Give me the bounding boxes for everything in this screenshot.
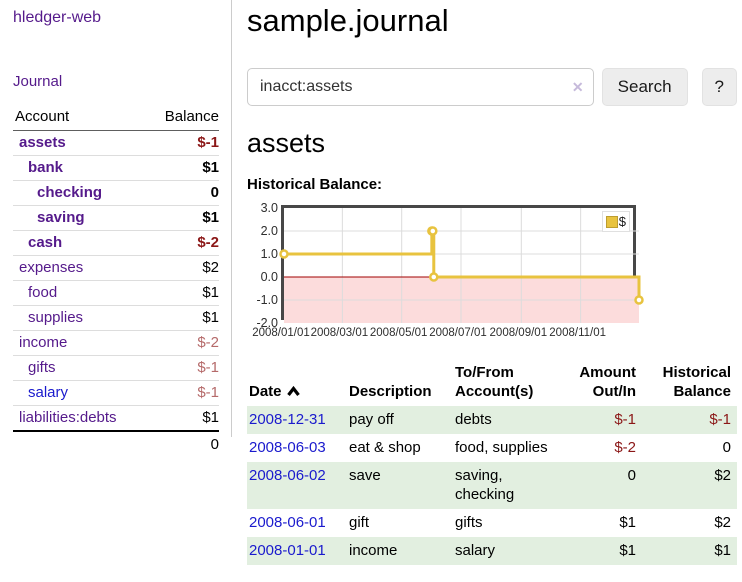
account-link-assets[interactable]: assets: [19, 134, 66, 151]
account-balance: $1: [202, 409, 219, 426]
account-balance: $1: [146, 305, 219, 331]
account-balance: $-1: [146, 380, 219, 406]
transaction-accounts: salary: [455, 542, 496, 559]
transaction-description: eat & shop: [349, 439, 421, 456]
transaction-balance: 0: [722, 439, 731, 456]
transaction-amount: $-1: [614, 411, 636, 428]
chart-y-axis: 3.0 2.0 1.0 0.0 -1.0 -2.0: [256, 201, 278, 330]
transaction-date-link[interactable]: 2008-06-03: [249, 439, 326, 456]
legend-label: $: [618, 214, 626, 229]
transaction-balance: $2: [714, 514, 731, 531]
register-row: 2008-01-01 income salary $1 $1: [247, 537, 737, 565]
account-row: income $-2: [13, 330, 219, 356]
account-link-cash[interactable]: cash: [28, 234, 63, 251]
account-link-checking[interactable]: checking: [37, 184, 103, 201]
register-row: 2008-12-31 pay off debts $-1 $-1: [247, 406, 737, 434]
register-header-balance: Historical Balance: [662, 364, 731, 400]
account-link-food[interactable]: food: [28, 284, 58, 301]
page-title: sample.journal: [247, 3, 449, 38]
register-row: 2008-06-03 eat & shop food, supplies $-2…: [247, 434, 737, 462]
register-table: Date Description To/From Account(s) Amou…: [247, 361, 737, 565]
account-balance: $2: [146, 255, 219, 281]
account-title: assets: [247, 128, 326, 158]
account-row: cash $-2: [13, 230, 219, 256]
account-balance: $-2: [146, 230, 219, 256]
account-row: supplies $1: [13, 305, 219, 331]
search-input[interactable]: [247, 68, 594, 106]
account-row: gifts $-1: [13, 355, 219, 381]
register-row: 2008-06-02 save saving, checking 0 $2: [247, 462, 737, 509]
account-link-supplies[interactable]: supplies: [28, 309, 84, 326]
transaction-balance: $2: [714, 467, 731, 484]
transaction-description: gift: [349, 514, 370, 531]
transaction-accounts: saving, checking: [455, 467, 515, 503]
register-header-amount: Amount Out/In: [579, 364, 636, 400]
transaction-description: income: [349, 542, 398, 559]
account-balance: $1: [146, 155, 219, 181]
help-button[interactable]: ?: [701, 68, 737, 106]
transaction-amount: $1: [619, 514, 636, 531]
transaction-date-link[interactable]: 2008-12-31: [249, 411, 326, 428]
historical-balance-chart: 3.0 2.0 1.0 0.0 -1.0 -2.0 2008/01/01 2008/03/0…: [247, 201, 737, 348]
account-balance: $1: [146, 280, 219, 306]
transaction-accounts: gifts: [455, 514, 483, 531]
transaction-amount: $1: [619, 542, 636, 559]
chart-x-axis: 2008/01/01 2008/03/01 2008/05/01 2008/07/01…: [252, 327, 606, 339]
search-button[interactable]: Search: [601, 68, 688, 106]
transaction-balance: $1: [714, 542, 731, 559]
transaction-description: save: [349, 467, 381, 484]
transaction-accounts: debts: [455, 411, 492, 428]
transaction-date-link[interactable]: 2008-06-02: [249, 467, 326, 484]
brand-link[interactable]: hledger-web: [13, 9, 102, 26]
historical-balance-plot[interactable]: 3.0 2.0 1.0 0.0 -1.0 -2.0 2008/01/01 2008/03/0…: [252, 201, 644, 339]
sidebar-item-journal[interactable]: Journal: [13, 73, 63, 90]
account-balance: $1: [146, 205, 219, 231]
transaction-amount: $-2: [614, 439, 636, 456]
accounts-table: Account Balance assets $-1 bank $1 check…: [13, 106, 219, 457]
sort-ascending-icon: [286, 385, 300, 396]
account-row: bank $1: [13, 155, 219, 181]
account-balance: $-2: [146, 330, 219, 356]
chart-legend: $: [601, 211, 630, 232]
transaction-date-link[interactable]: 2008-01-01: [249, 542, 326, 559]
account-link-income[interactable]: income: [19, 334, 68, 351]
account-balance: $-1: [146, 130, 219, 156]
accounts-header-account: Account: [13, 106, 147, 131]
transaction-date-link[interactable]: 2008-06-01: [249, 514, 326, 531]
register-header-accounts: To/From Account(s): [455, 364, 534, 400]
account-link-liabilities-debts[interactable]: liabilities:debts: [19, 409, 117, 426]
account-link-salary[interactable]: salary: [28, 384, 69, 401]
account-balance: $-1: [146, 355, 219, 381]
chart-title: Historical Balance:: [247, 176, 383, 193]
transaction-amount: 0: [627, 467, 636, 484]
register-header-description: Description: [349, 383, 432, 400]
account-link-expenses[interactable]: expenses: [19, 259, 84, 276]
register-header-date[interactable]: Date: [247, 361, 343, 406]
transaction-balance: $-1: [709, 411, 731, 428]
main-content: sample.journal ✕ Search ? assets Histori…: [247, 0, 737, 565]
accounts-header-balance: Balance: [146, 106, 219, 131]
search-form: ✕ Search ?: [247, 68, 737, 106]
sidebar: hledger-web Journal Account Balance asse…: [0, 0, 232, 457]
legend-swatch-icon: [605, 215, 618, 228]
account-balance: 0: [146, 180, 219, 206]
clear-search-icon[interactable]: ✕: [571, 79, 584, 95]
account-row: expenses $2: [13, 255, 219, 281]
account-row: checking 0: [13, 180, 219, 206]
account-row: food $1: [13, 280, 219, 306]
account-link-saving[interactable]: saving: [37, 209, 85, 226]
account-link-gifts[interactable]: gifts: [28, 359, 56, 376]
register-row: 2008-06-01 gift gifts $1 $2: [247, 509, 737, 537]
accounts-total-row: 0: [13, 430, 219, 457]
account-link-bank[interactable]: bank: [28, 159, 64, 176]
transaction-description: pay off: [349, 411, 394, 428]
accounts-total: 0: [146, 430, 219, 457]
account-row: salary $-1: [13, 380, 219, 406]
account-row: saving $1: [13, 205, 219, 231]
account-row: assets $-1: [13, 130, 219, 156]
transaction-accounts: food, supplies: [455, 439, 548, 456]
account-row: liabilities:debts $1: [13, 406, 219, 432]
